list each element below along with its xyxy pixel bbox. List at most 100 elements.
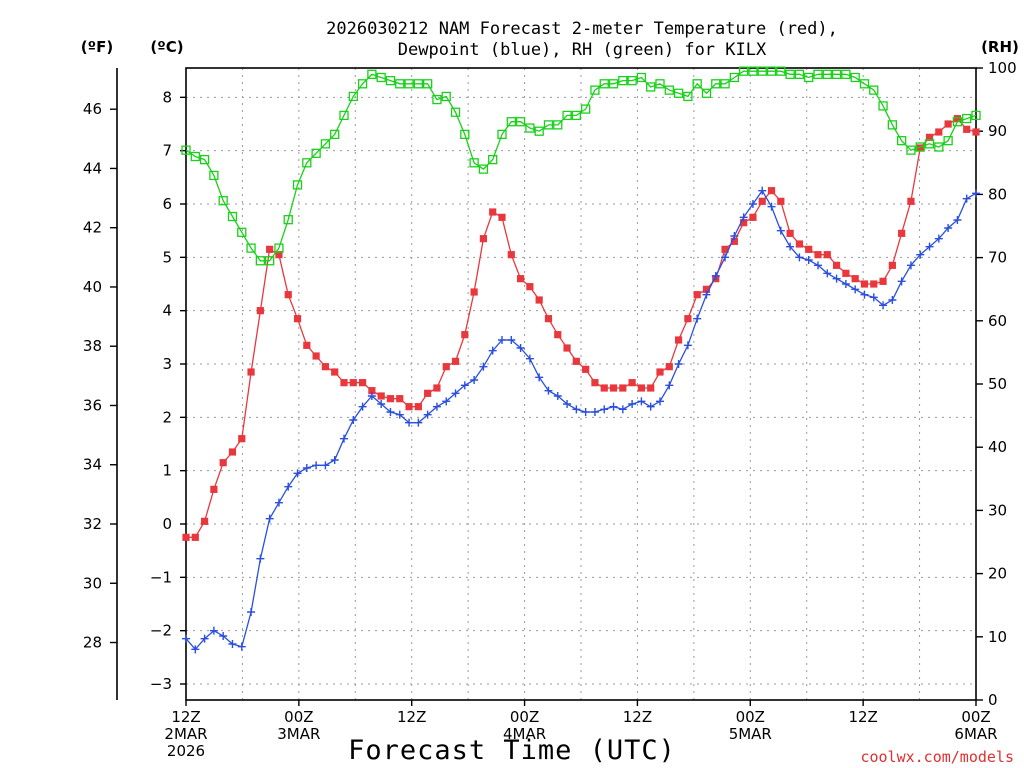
rh-point xyxy=(590,85,600,95)
dewpoint-point xyxy=(962,194,971,203)
temperature-point xyxy=(851,275,859,283)
rh-point xyxy=(339,110,349,121)
rh-tick-label: 80 xyxy=(988,185,1007,203)
dewpoint-point xyxy=(609,402,618,411)
dewpoint-point xyxy=(414,418,423,427)
rh-point xyxy=(395,79,405,89)
rh-point xyxy=(738,66,749,76)
temperature-point xyxy=(572,357,580,365)
celsius-tick-label: −1 xyxy=(150,568,172,586)
x-tick-label: 5MAR xyxy=(729,725,772,743)
rh-point xyxy=(311,148,321,158)
dewpoint-point xyxy=(767,202,776,211)
rh-tick-label: 70 xyxy=(988,249,1007,267)
temperature-point xyxy=(461,331,469,339)
dewpoint-point xyxy=(711,272,720,280)
rh-point xyxy=(441,91,451,102)
dewpoint-point xyxy=(498,336,506,344)
temperature-point xyxy=(637,384,646,392)
dewpoint-point xyxy=(934,234,943,243)
rh-point xyxy=(646,82,656,92)
temperature-point xyxy=(972,128,980,136)
rh-point xyxy=(636,72,647,83)
dewpoint-point xyxy=(507,336,516,344)
dewpoint-point xyxy=(953,216,962,224)
temperature-point xyxy=(628,379,636,387)
temperature-point xyxy=(805,245,813,253)
celsius-tick-label: 2 xyxy=(162,408,172,426)
rh-point xyxy=(404,79,414,89)
rh-point xyxy=(190,151,200,162)
rh-point xyxy=(283,215,293,225)
dewpoint-point xyxy=(432,402,441,411)
temperature-point xyxy=(377,392,385,400)
temperature-point xyxy=(582,365,590,373)
temperature-point xyxy=(554,331,562,339)
celsius-tick-label: 7 xyxy=(162,142,172,160)
rh-tick-label: 10 xyxy=(988,628,1007,646)
celsius-unit-label: (ºC) xyxy=(150,38,183,56)
fahrenheit-tick-label: 46 xyxy=(83,100,102,118)
rh-point xyxy=(460,129,470,140)
dewpoint-point xyxy=(637,397,646,406)
dewpoint-point xyxy=(563,400,572,408)
dewpoint-point xyxy=(600,405,609,414)
celsius-tick-label: 0 xyxy=(162,515,172,533)
temperature-point xyxy=(740,219,748,227)
series xyxy=(181,66,981,654)
dewpoint-point xyxy=(470,376,479,384)
temperature-point xyxy=(860,280,869,288)
dewpoint-point xyxy=(944,224,953,232)
temperature-point xyxy=(368,387,376,395)
temperature-point xyxy=(331,368,339,376)
temperature-point xyxy=(609,384,618,392)
rh-point xyxy=(218,196,228,206)
x-tick-label: 4MAR xyxy=(503,725,546,743)
temperature-point xyxy=(544,315,553,323)
x-tick-label: 12Z xyxy=(171,708,200,726)
temperature-point xyxy=(907,197,915,205)
dewpoint-point xyxy=(358,402,367,411)
x-tick-label: 12Z xyxy=(397,708,426,726)
rh-point xyxy=(199,154,210,165)
rh-point xyxy=(934,142,944,152)
fahrenheit-tick-label: 40 xyxy=(83,278,102,296)
dewpoint-point xyxy=(702,290,711,299)
rh-point xyxy=(794,69,805,79)
rh-point xyxy=(952,117,963,127)
temperature-point xyxy=(303,341,311,349)
rh-point xyxy=(785,69,795,79)
rh-point xyxy=(320,139,331,149)
dewpoint-point xyxy=(535,373,544,382)
dewpoint-point xyxy=(405,418,414,427)
temperature-point xyxy=(619,384,627,392)
rh-tick-label: 20 xyxy=(988,565,1007,583)
dewpoint-point xyxy=(814,261,822,270)
rh-point xyxy=(841,69,851,79)
temperature-point xyxy=(210,485,218,493)
dewpoint-point xyxy=(758,186,767,195)
series-temperature xyxy=(182,115,980,541)
temperature-point xyxy=(498,213,506,221)
celsius-tick-label: 5 xyxy=(162,248,172,266)
temperature-point xyxy=(814,251,822,259)
fahrenheit-tick-label: 34 xyxy=(83,456,102,474)
celsius-tick-label: −3 xyxy=(150,675,172,693)
dewpoint-point xyxy=(488,346,497,355)
rh-point xyxy=(274,243,284,253)
temperature-point xyxy=(832,261,841,269)
rh-point xyxy=(478,164,489,174)
rh-point xyxy=(469,158,479,168)
rh-point xyxy=(302,158,312,168)
rh-point xyxy=(385,75,396,86)
rh-point xyxy=(376,72,386,83)
temperature-point xyxy=(647,384,655,392)
rh-point xyxy=(367,69,377,79)
dewpoint-point xyxy=(860,290,869,299)
celsius-tick-label: −2 xyxy=(150,622,172,640)
dewpoint-point xyxy=(786,242,795,251)
rh-point xyxy=(720,79,730,89)
temperature-point xyxy=(433,384,441,392)
x-tick-label: 6MAR xyxy=(954,725,997,743)
